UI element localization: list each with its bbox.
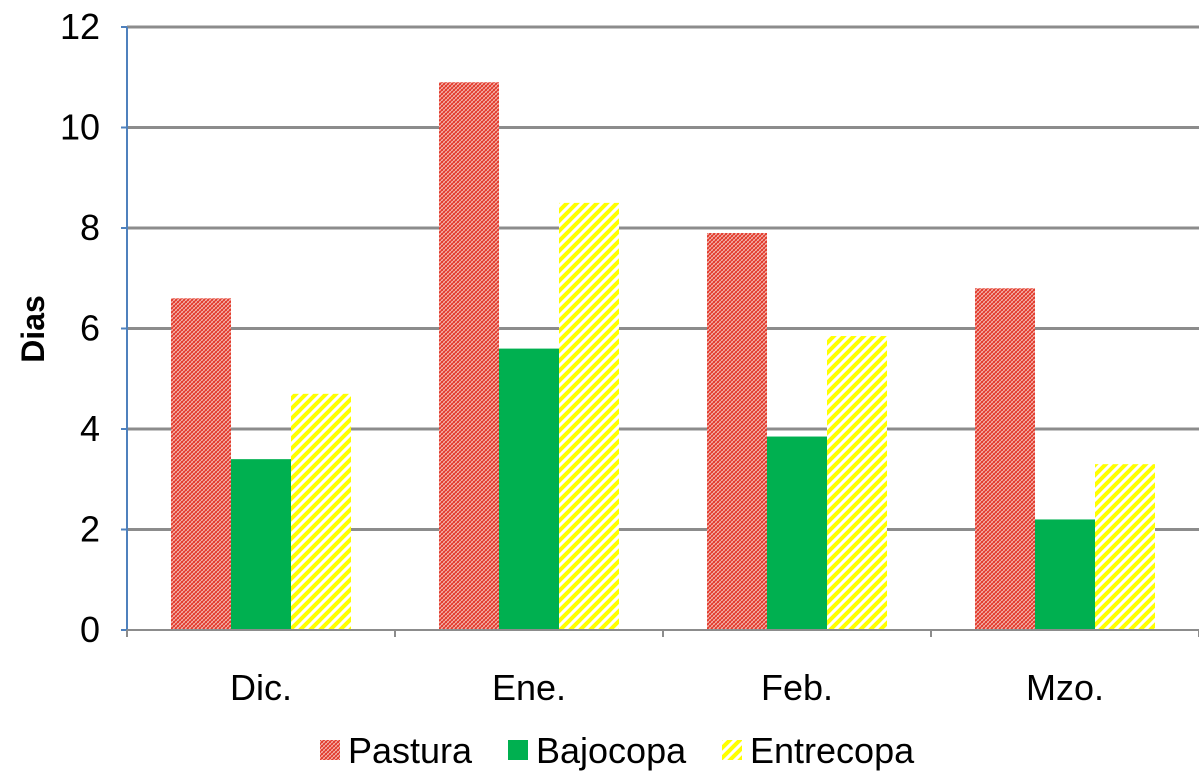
y-tick-label: 4: [80, 408, 100, 449]
bar-pastura-1: [439, 82, 499, 630]
bars: [171, 82, 1155, 630]
legend-swatch-pastura: [320, 740, 340, 760]
x-axis-category-labels: Dic. Ene. Feb. Mzo.: [230, 667, 1104, 708]
y-tick-label: 6: [80, 308, 100, 349]
x-category-label: Feb.: [761, 667, 833, 708]
y-tick-label: 2: [80, 509, 100, 550]
bar-pastura-0: [171, 298, 231, 630]
bar-pastura-2: [707, 233, 767, 630]
x-axis-ticks: [126, 630, 1199, 637]
y-tick-label: 12: [60, 6, 100, 47]
y-tick-label: 8: [80, 207, 100, 248]
bar-bajocopa-0: [231, 459, 291, 630]
legend-swatch-entrecopa: [722, 740, 742, 760]
x-category-label: Ene.: [492, 667, 566, 708]
gridlines: [127, 25, 1199, 531]
bar-entrecopa-2: [827, 336, 887, 630]
legend-label-entrecopa: Entrecopa: [750, 730, 915, 771]
y-tick-label: 0: [80, 609, 100, 650]
bar-entrecopa-0: [291, 393, 351, 630]
bar-entrecopa-3: [1095, 464, 1155, 630]
x-category-label: Mzo.: [1026, 667, 1104, 708]
legend-label-bajocopa: Bajocopa: [536, 730, 687, 771]
x-category-label: Dic.: [230, 667, 292, 708]
bar-bajocopa-1: [499, 348, 559, 630]
legend-label-pastura: Pastura: [348, 730, 473, 771]
y-axis-ticks: 0 2 4 6 8 10 12: [60, 6, 127, 650]
legend: Pastura Bajocopa Entrecopa: [320, 730, 915, 771]
bar-bajocopa-2: [767, 436, 827, 630]
bar-pastura-3: [975, 288, 1035, 630]
y-tick-label: 10: [60, 107, 100, 148]
legend-swatch-bajocopa: [508, 740, 528, 760]
bar-bajocopa-3: [1035, 519, 1095, 630]
bar-entrecopa-1: [559, 202, 619, 630]
y-axis-title: Dias: [15, 295, 51, 363]
